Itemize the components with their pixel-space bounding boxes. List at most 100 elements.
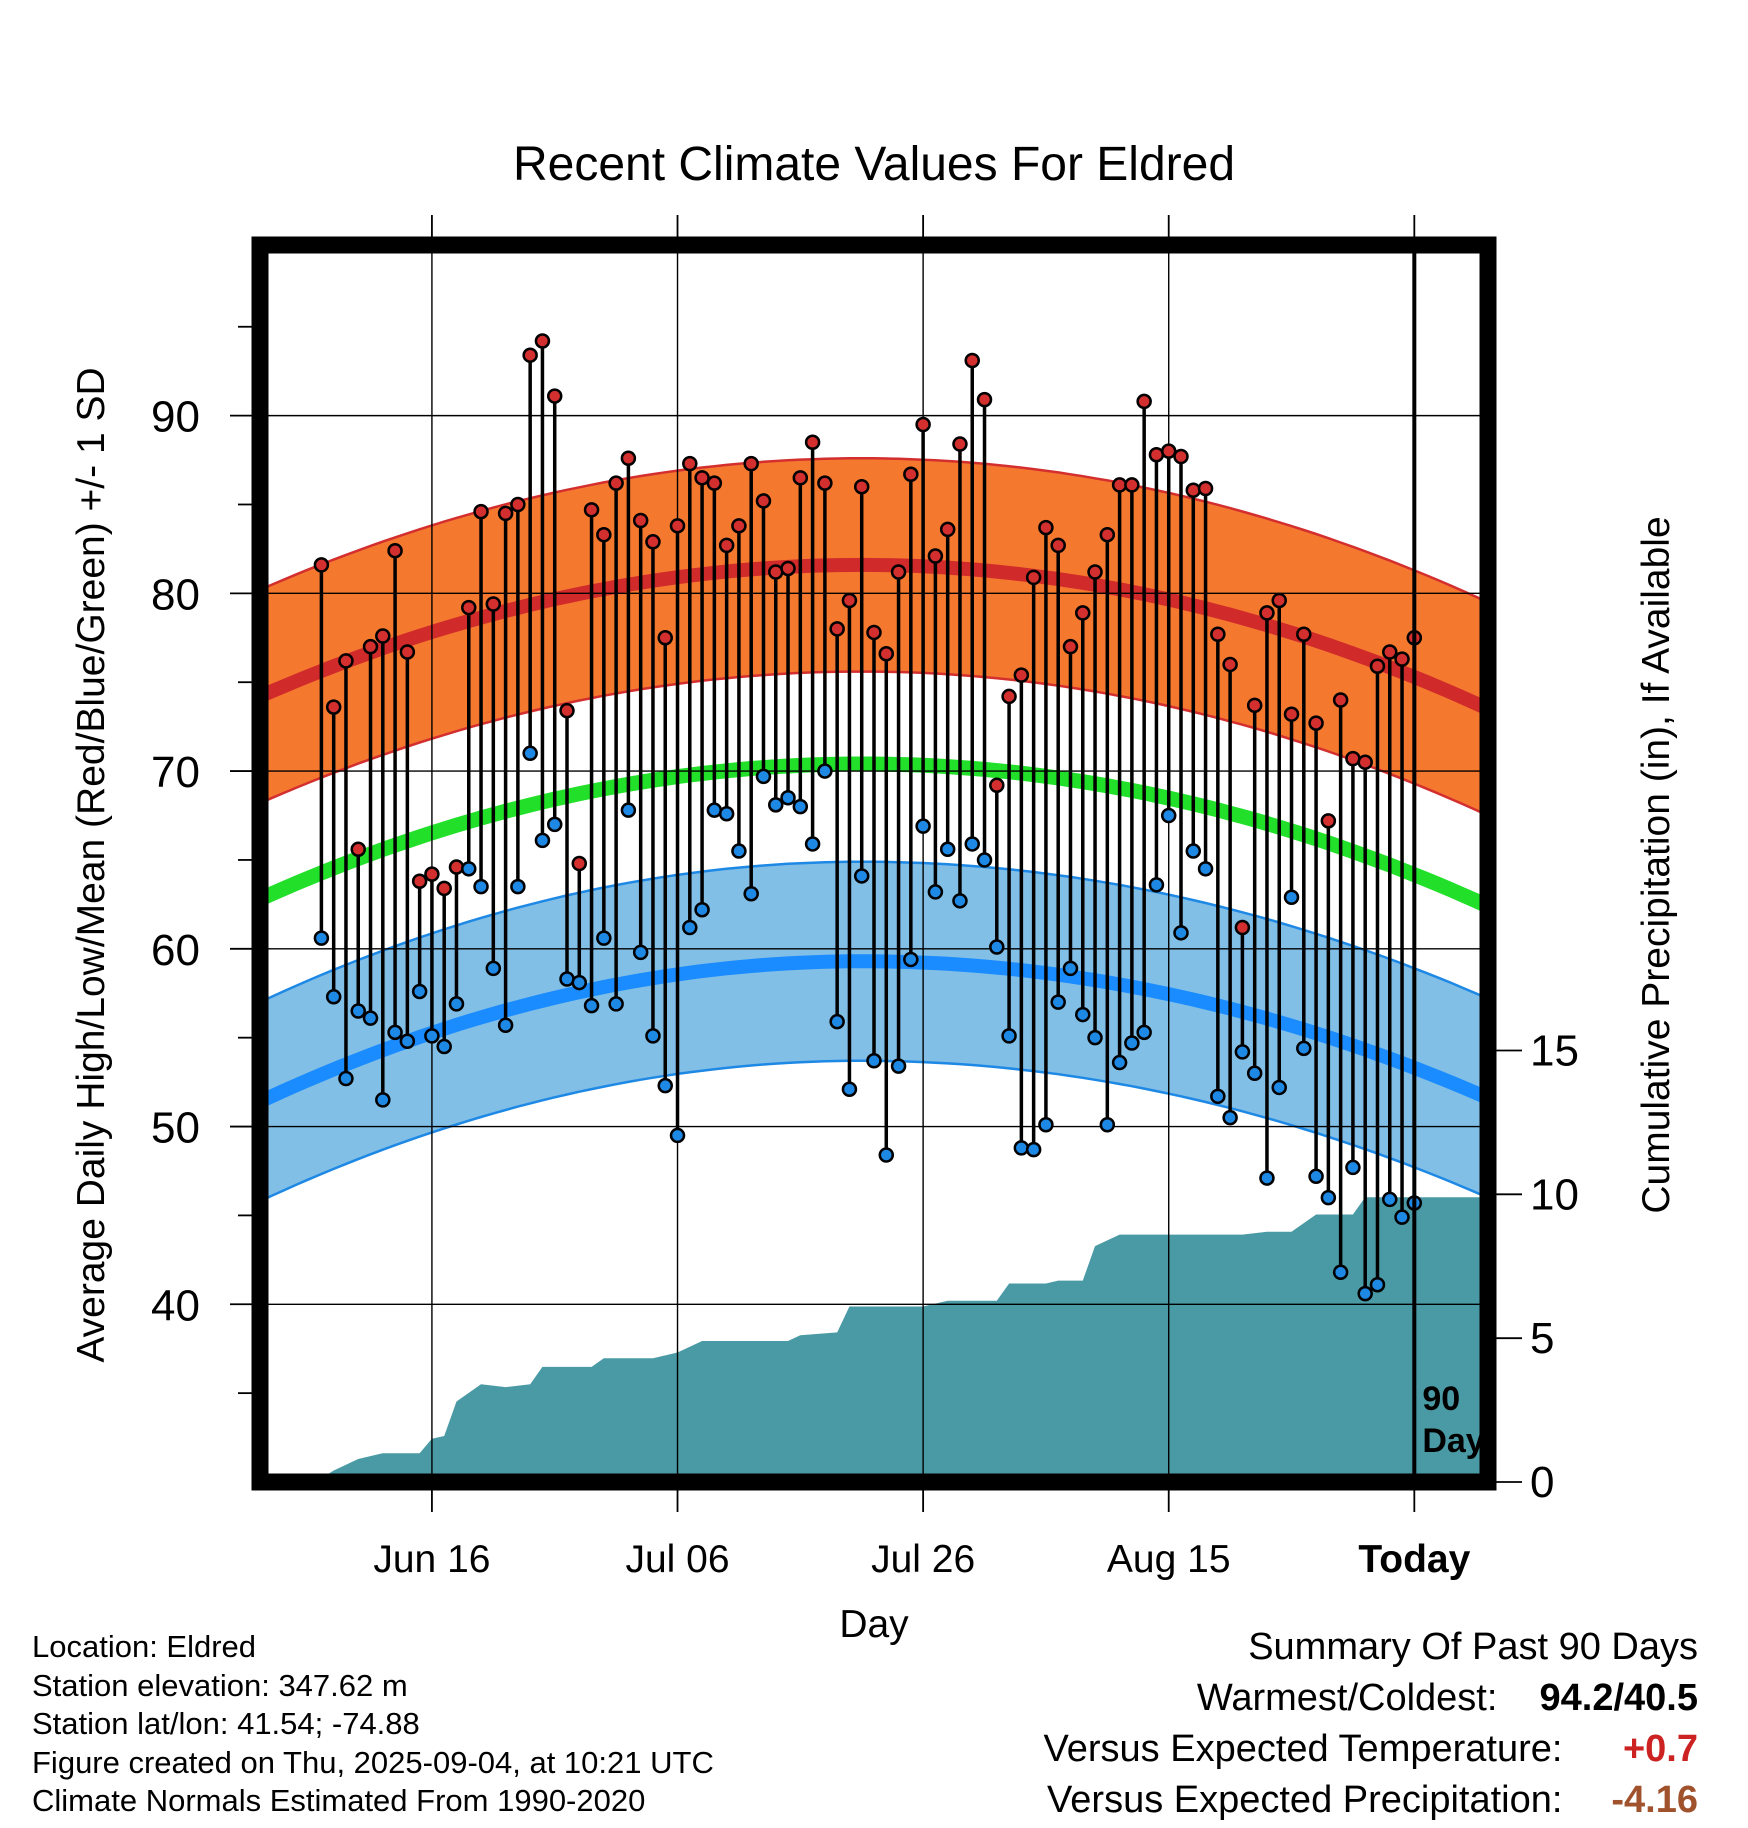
daily-low-point [338, 1070, 354, 1087]
daily-low-point [1259, 1170, 1275, 1186]
daily-high-point [890, 564, 907, 580]
temp-label: Versus Expected Temperature: [1043, 1728, 1563, 1770]
daily-low-point [841, 1081, 858, 1097]
daily-low-point [313, 930, 330, 946]
daily-low-point [1382, 1191, 1398, 1208]
daily-high-point [780, 560, 796, 577]
daily-high-point [620, 450, 637, 467]
daily-low-point [620, 802, 637, 818]
daily-high-point [632, 512, 649, 529]
daily-high-point [436, 880, 452, 897]
daily-high-point [608, 475, 624, 491]
daily-high-point [1222, 656, 1238, 673]
daily-high-point [964, 352, 980, 369]
daily-high-point [853, 478, 870, 495]
daily-high-point [817, 475, 833, 491]
daily-low-point [473, 878, 489, 895]
daily-low-point [780, 789, 796, 806]
daily-high-point [485, 596, 502, 612]
daily-low-point [1099, 1117, 1116, 1133]
daily-low-point [1136, 1024, 1152, 1041]
daily-high-point [1148, 446, 1165, 463]
normal-high-line [260, 557, 1488, 716]
daily-high-point [1394, 651, 1410, 667]
normals-text: Climate Normals Estimated From 1990-2020 [32, 1783, 646, 1818]
daily-low-point [559, 971, 575, 987]
daily-low-point [534, 832, 551, 849]
daily-high-point [1283, 706, 1300, 722]
daily-low-point [596, 930, 612, 946]
daily-low-point [792, 798, 809, 815]
daily-low-point [1185, 843, 1202, 859]
daily-high-point [755, 493, 772, 509]
daily-high-point [571, 855, 588, 872]
daily-high-point [645, 534, 661, 550]
daily-low-point [1246, 1065, 1263, 1081]
daily-low-point [362, 1010, 379, 1026]
daily-low-point [571, 974, 588, 991]
daily-low-point [1369, 1276, 1386, 1293]
summary-title: Summary Of Past 90 Days [1248, 1626, 1698, 1668]
daily-high-point [1308, 715, 1324, 731]
temp-value: +0.7 [1622, 1728, 1698, 1770]
daily-low-point [743, 885, 759, 902]
daily-high-point [915, 416, 931, 433]
daily-high-point [743, 455, 759, 472]
daily-low-point [1173, 925, 1189, 941]
plot-content: 90 Days [260, 245, 1488, 1482]
daily-low-point [1050, 994, 1066, 1010]
daily-low-point [866, 1053, 882, 1069]
daily-low-point [1062, 960, 1079, 977]
daily-low-point [989, 939, 1005, 955]
y-tick-label: 70 [151, 748, 200, 797]
daily-low-point [375, 1092, 391, 1108]
daily-high-point [313, 557, 330, 573]
daily-low-point [411, 983, 428, 1000]
daily-high-point [1185, 482, 1202, 499]
daily-low-point [682, 919, 698, 936]
daily-high-point [768, 564, 784, 580]
daily-high-point [1345, 750, 1361, 767]
daily-low-point [1075, 1006, 1091, 1023]
daily-low-point [1160, 807, 1177, 824]
daily-low-point [350, 1003, 366, 1019]
daily-high-point [792, 470, 809, 486]
daily-high-point [682, 455, 698, 472]
daily-high-point [1087, 564, 1103, 580]
daily-low-point [1296, 1040, 1312, 1057]
daily-high-point [424, 866, 440, 882]
daily-high-point [461, 599, 477, 616]
daily-high-point [546, 388, 563, 404]
daily-low-point [817, 763, 833, 779]
daily-low-point [927, 884, 944, 900]
plot-frame [251, 236, 1497, 1491]
daily-low-point [1148, 877, 1165, 893]
daily-low-point [1111, 1054, 1128, 1071]
daily-high-point [1038, 519, 1054, 536]
daily-low-point [546, 816, 563, 833]
daily-low-point [461, 861, 477, 877]
daily-low-point [645, 1028, 661, 1044]
y-tick-label: 50 [151, 1104, 200, 1153]
daily-high-point [448, 859, 465, 875]
daily-high-point [1246, 697, 1263, 714]
daily-low-point [804, 836, 821, 852]
today-marker-label-1: 90 [1422, 1380, 1460, 1418]
daily-high-point [473, 503, 489, 520]
daily-high-point [829, 621, 845, 637]
daily-high-point [583, 502, 600, 518]
precip-value: -4.16 [1611, 1779, 1698, 1821]
warmest-coldest-row: Warmest/Coldest: 94.2/40.5 [1044, 1673, 1698, 1724]
daily-low-point [976, 852, 993, 868]
daily-low-point [583, 997, 600, 1014]
daily-high-point [706, 475, 723, 491]
daily-low-point [1357, 1285, 1373, 1302]
daily-low-point [952, 893, 968, 909]
daily-low-point [755, 768, 772, 785]
daily-high-point [1136, 393, 1152, 410]
daily-low-point [387, 1024, 403, 1041]
daily-high-point [497, 505, 514, 522]
daily-low-point [1234, 1044, 1251, 1060]
daily-high-point [1001, 688, 1017, 705]
precip-label: Versus Expected Precipitation: [1047, 1779, 1563, 1821]
